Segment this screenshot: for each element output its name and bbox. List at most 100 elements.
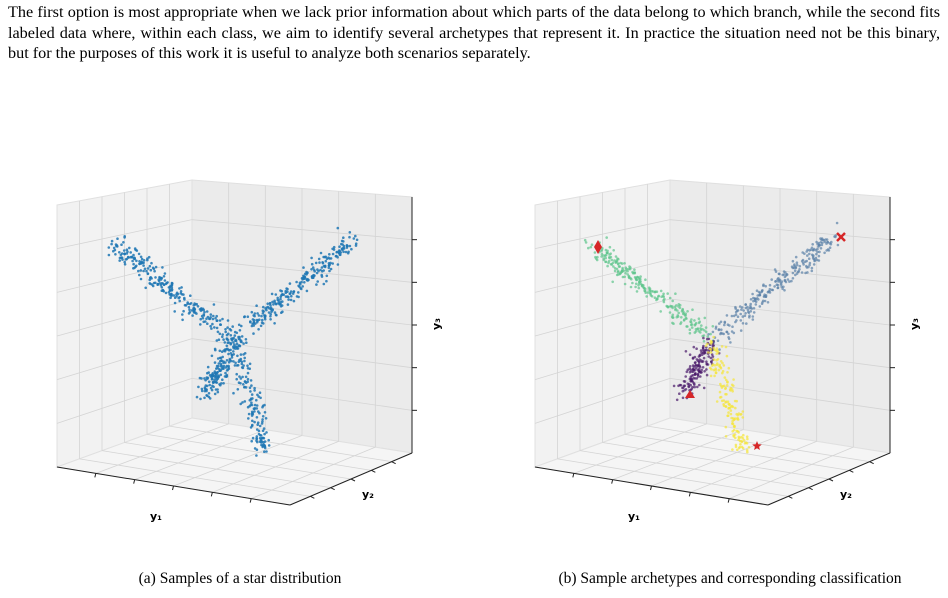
- data-point: [620, 269, 624, 273]
- data-point: [267, 438, 271, 442]
- data-point: [320, 275, 324, 278]
- data-point: [734, 320, 737, 324]
- data-point: [733, 418, 736, 421]
- data-point: [208, 383, 211, 387]
- data-point: [302, 266, 305, 269]
- data-point: [808, 252, 811, 256]
- data-point: [279, 289, 282, 292]
- data-point: [773, 268, 777, 271]
- data-point: [731, 419, 734, 423]
- data-point: [724, 401, 727, 404]
- data-point: [740, 306, 744, 309]
- data-point: [682, 312, 685, 315]
- data-point: [315, 283, 318, 286]
- data-point: [666, 292, 669, 295]
- data-point: [747, 311, 751, 315]
- data-point: [790, 279, 793, 283]
- data-point: [261, 429, 265, 433]
- data-point: [243, 352, 247, 355]
- data-point: [734, 436, 737, 440]
- data-point: [718, 390, 722, 394]
- data-point: [806, 271, 809, 274]
- data-point: [748, 314, 751, 318]
- data-point: [653, 290, 657, 294]
- data-point: [116, 237, 119, 240]
- data-point: [717, 328, 721, 332]
- data-point: [262, 427, 266, 430]
- data-point: [195, 312, 198, 315]
- plot-3d-star-samples: y₁ y₂ y₃: [55, 179, 443, 523]
- data-point: [218, 360, 222, 363]
- axis-ticks: [94, 239, 417, 503]
- data-point: [252, 407, 256, 411]
- grid-lines: [534, 182, 891, 500]
- data-point: [231, 325, 234, 328]
- data-point: [257, 395, 261, 398]
- data-point: [709, 351, 713, 354]
- data-point: [221, 378, 224, 382]
- data-point: [269, 307, 273, 311]
- data-point: [173, 310, 176, 313]
- data-point: [292, 299, 296, 303]
- data-point: [722, 364, 726, 367]
- data-point: [724, 387, 727, 391]
- data-point: [261, 420, 264, 423]
- data-point: [210, 377, 214, 381]
- data-point: [328, 269, 331, 273]
- data-point: [803, 252, 806, 255]
- data-point: [686, 368, 690, 372]
- data-point: [196, 305, 200, 308]
- data-point: [244, 386, 248, 389]
- data-point: [740, 308, 743, 311]
- data-point: [762, 295, 766, 298]
- data-point: [723, 323, 726, 327]
- data-point: [300, 280, 303, 284]
- data-point: [616, 269, 620, 273]
- data-point: [256, 421, 260, 425]
- data-point: [246, 371, 250, 375]
- data-point: [741, 322, 745, 325]
- data-point: [189, 294, 192, 298]
- data-point: [255, 304, 258, 308]
- data-point: [721, 369, 725, 373]
- data-point: [249, 379, 253, 382]
- data-point: [659, 310, 662, 313]
- data-point: [698, 354, 702, 358]
- data-point: [700, 324, 703, 327]
- data-point: [255, 448, 259, 452]
- data-point: [232, 391, 235, 395]
- data-point: [158, 282, 162, 285]
- data-point: [303, 281, 306, 284]
- data-point: [702, 340, 706, 343]
- data-point: [260, 314, 263, 318]
- data-point: [713, 348, 716, 352]
- data-point: [261, 418, 264, 421]
- data-point: [318, 261, 321, 264]
- data-point: [682, 380, 686, 383]
- data-point: [739, 312, 742, 316]
- data-point: [255, 407, 259, 410]
- data-point: [812, 248, 815, 252]
- data-point: [695, 377, 699, 380]
- data-point: [715, 352, 718, 356]
- data-point: [281, 300, 284, 303]
- data-point: [793, 263, 796, 266]
- data-point: [280, 293, 283, 297]
- data-point: [691, 308, 694, 312]
- data-point: [218, 332, 222, 336]
- data-point: [736, 430, 739, 433]
- data-point: [210, 388, 214, 392]
- data-point: [246, 315, 250, 319]
- data-point: [222, 360, 225, 363]
- data-point: [226, 319, 230, 322]
- data-point: [213, 370, 217, 373]
- data-point: [726, 400, 730, 404]
- data-point: [702, 352, 706, 355]
- data-point: [232, 345, 235, 349]
- z-axis-label: y₃: [908, 318, 921, 330]
- data-point: [711, 355, 715, 358]
- data-point: [617, 265, 621, 268]
- data-point: [142, 261, 145, 265]
- data-point: [221, 317, 224, 321]
- data-point: [815, 258, 819, 262]
